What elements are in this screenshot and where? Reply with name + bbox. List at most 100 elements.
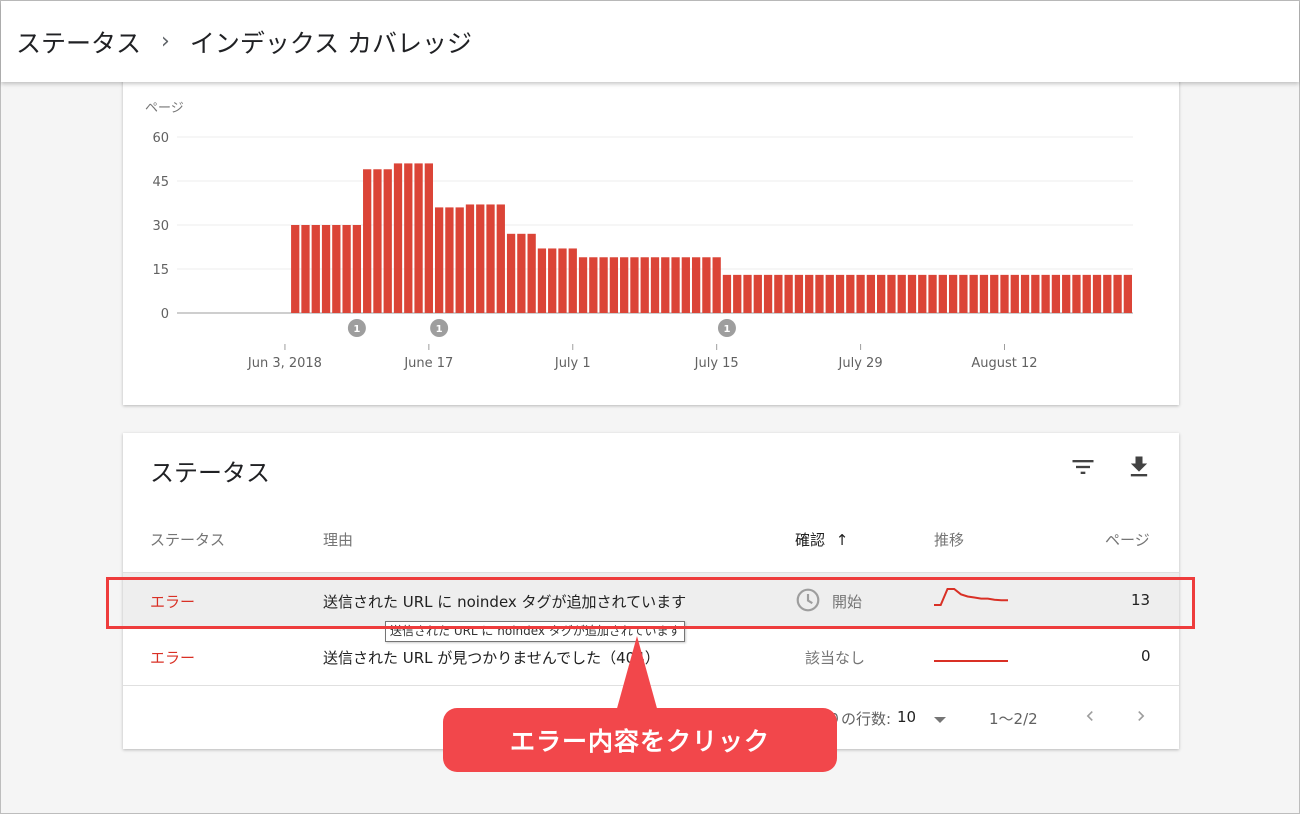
annotation-marker-label: 1	[723, 324, 730, 335]
bar	[846, 274, 855, 313]
bar	[352, 225, 362, 313]
y-tick-label: 30	[152, 219, 169, 234]
bar	[321, 225, 331, 313]
bar	[1020, 274, 1030, 313]
row-pages: 13	[1131, 591, 1151, 609]
bar	[948, 274, 958, 313]
row-reason[interactable]: 送信された URL に noindex タグが追加されています	[323, 593, 687, 611]
bar	[558, 248, 567, 313]
bar	[784, 274, 793, 313]
page-title: インデックス カバレッジ	[189, 28, 473, 58]
table-row[interactable]: エラー 送信された URL に noindex タグが追加されています 開始 1…	[123, 572, 1179, 628]
bar	[568, 248, 577, 313]
bar	[404, 163, 413, 313]
bar	[856, 274, 865, 313]
bar	[959, 274, 968, 313]
bar	[486, 204, 495, 313]
bar	[527, 233, 536, 313]
trend-sparkline	[934, 660, 1008, 662]
bar	[476, 204, 485, 313]
callout-pointer	[616, 636, 658, 712]
bar	[383, 169, 392, 313]
x-tick-label: July 29	[838, 356, 883, 371]
bar	[650, 257, 660, 313]
bar	[332, 225, 341, 313]
bar	[897, 274, 906, 313]
x-tick-label: Jun 3, 2018	[247, 356, 322, 371]
bar	[1113, 274, 1122, 313]
prev-page-icon[interactable]	[1080, 706, 1100, 726]
coverage-chart-card: ページ 0 15 30 45 60 Jun 3, 2018 June 17 July 1 July…	[123, 60, 1179, 405]
status-table-card: ステータス ステータス 理由 確認 ↑ 推移 ページ エラー 送信された URL…	[123, 433, 1179, 749]
bar	[691, 257, 701, 313]
bar	[640, 257, 649, 313]
bar	[774, 274, 783, 313]
x-tick-label: August 12	[971, 356, 1037, 371]
annotation-marker-icon	[717, 319, 736, 337]
bar	[805, 274, 814, 313]
clock-icon	[796, 588, 820, 612]
bar	[1092, 274, 1102, 313]
bar	[969, 274, 978, 313]
bar	[938, 274, 947, 313]
next-page-icon[interactable]	[1131, 706, 1151, 726]
bar	[671, 257, 680, 313]
sort-arrow-icon: ↑	[835, 531, 849, 549]
highlight-box	[106, 577, 1195, 629]
bar	[548, 248, 557, 313]
col-header-trend[interactable]: 推移	[934, 531, 965, 549]
y-tick-label: 0	[161, 307, 169, 322]
x-tick-label: July 1	[554, 356, 591, 371]
col-header-validation-label: 確認	[795, 531, 826, 549]
bar	[373, 169, 382, 313]
y-tick-label: 15	[152, 263, 169, 278]
bar	[1041, 274, 1050, 313]
bar	[877, 274, 886, 313]
x-tick-label: July 15	[694, 356, 739, 371]
bar	[496, 204, 505, 313]
bar	[609, 257, 619, 313]
dropdown-arrow-icon	[933, 717, 946, 723]
bar	[291, 225, 300, 313]
col-header-pages[interactable]: ページ	[1105, 531, 1150, 549]
bar	[506, 233, 516, 313]
bar	[712, 257, 721, 313]
bar	[979, 274, 989, 313]
col-header-status[interactable]: ステータス	[150, 531, 226, 549]
row-reason[interactable]: 送信された URL が見つかりませんでした（404）	[323, 649, 660, 667]
bar	[424, 163, 433, 313]
col-header-validation[interactable]: 確認 ↑	[795, 529, 848, 550]
bar	[887, 274, 896, 313]
bar	[702, 257, 711, 313]
filter-icon[interactable]	[1069, 453, 1097, 481]
row-validation: 開始	[832, 593, 863, 611]
bar	[589, 257, 598, 313]
bar	[990, 274, 999, 313]
bar	[722, 274, 732, 313]
bar	[363, 169, 372, 313]
bar	[1010, 274, 1019, 313]
bar	[1072, 274, 1081, 313]
bar	[620, 257, 629, 313]
download-icon[interactable]	[1125, 453, 1153, 481]
row-status: エラー	[150, 593, 196, 611]
bar	[578, 257, 588, 313]
status-table-title: ステータス	[150, 459, 270, 487]
annotation-marker-icon	[430, 319, 449, 337]
bar	[301, 225, 310, 313]
breadcrumb-parent[interactable]: ステータス	[16, 28, 142, 58]
bar	[681, 257, 690, 313]
trend-sparkline	[934, 588, 1008, 606]
instruction-callout: エラー内容をクリック	[443, 708, 837, 772]
rows-per-page-select[interactable]: 10	[897, 708, 947, 726]
col-header-reason[interactable]: 理由	[323, 531, 354, 549]
bar	[815, 274, 824, 313]
row-validation: 該当なし	[805, 649, 866, 667]
bar	[1103, 274, 1112, 313]
bar	[311, 225, 320, 313]
bar	[1123, 274, 1132, 313]
bar	[835, 274, 845, 313]
bar	[537, 248, 547, 313]
bar	[517, 233, 526, 313]
pagination-range: 1〜2/2	[989, 710, 1038, 728]
